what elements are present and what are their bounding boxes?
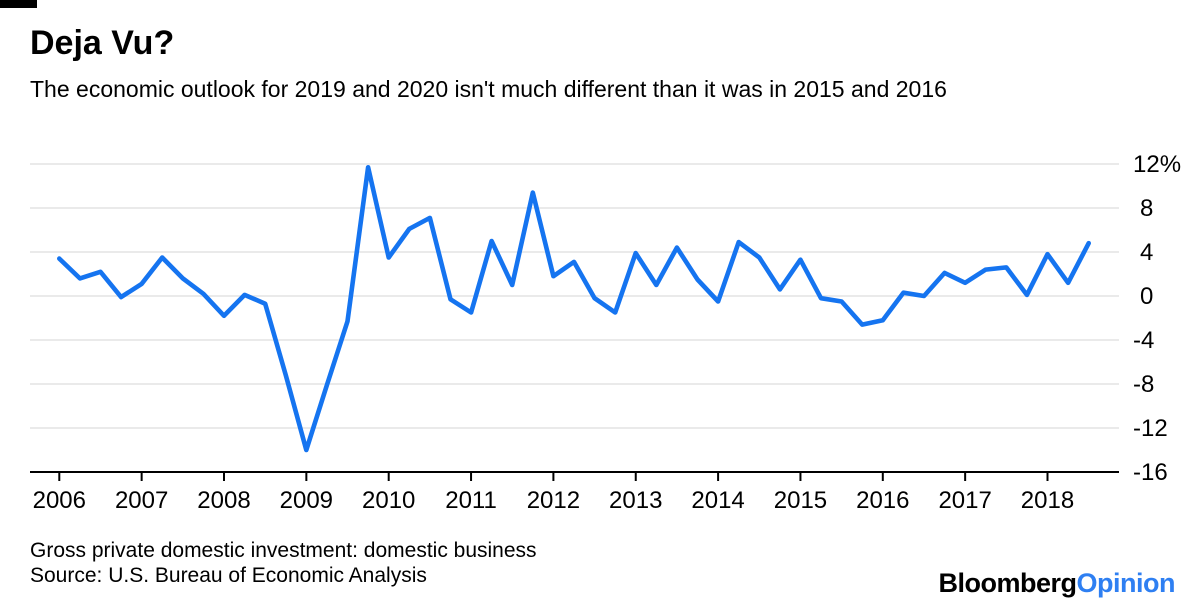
x-tick-label: 2006 — [33, 487, 86, 514]
y-tick-label: -4 — [1133, 327, 1154, 354]
y-tick-label: -12 — [1133, 415, 1168, 442]
y-tick-label: -8 — [1133, 371, 1154, 398]
series-note: Gross private domestic investment: domes… — [30, 539, 537, 562]
y-tick-label: -16 — [1133, 459, 1168, 486]
x-tick-label: 2016 — [856, 487, 909, 514]
chart-footnotes: Gross private domestic investment: domes… — [30, 538, 537, 588]
page-title: Deja Vu? — [30, 24, 175, 62]
y-tick-label: 8 — [1140, 195, 1153, 222]
x-tick-label: 2012 — [527, 487, 580, 514]
x-tick-label: 2007 — [115, 487, 168, 514]
y-tick-label: 12% — [1133, 151, 1181, 178]
x-tick-label: 2018 — [1021, 487, 1074, 514]
x-tick-label: 2013 — [609, 487, 662, 514]
x-tick-label: 2017 — [938, 487, 991, 514]
line-chart: 12% 8 4 0 -4 -8 -12 -16 2006 2007 2008 2009 2010 2011… — [30, 151, 1181, 514]
y-tick-label: 0 — [1140, 283, 1153, 310]
x-tick-label: 2015 — [774, 487, 827, 514]
brand-bloomberg: Bloomberg — [938, 568, 1078, 598]
source-note: Source: U.S. Bureau of Economic Analysis — [30, 564, 427, 587]
x-tick-label: 2011 — [445, 487, 497, 514]
x-tick-label: 2008 — [197, 487, 250, 514]
brand-opinion: Opinion — [1076, 568, 1176, 598]
chart-subtitle: The economic outlook for 2019 and 2020 i… — [30, 76, 947, 102]
y-tick-label: 4 — [1140, 239, 1153, 266]
bloomberg-opinion-logo: BloombergOpinion — [939, 568, 1176, 599]
x-tick-label: 2014 — [691, 487, 744, 514]
x-tick-label: 2010 — [362, 487, 415, 514]
chart-area: 12% 8 4 0 -4 -8 -12 -16 2006 2007 2008 2009 2010 2011… — [0, 140, 1200, 520]
x-tick-label: 2009 — [280, 487, 333, 514]
accent-topbar — [0, 0, 37, 8]
data-series-line — [56, 164, 1091, 453]
